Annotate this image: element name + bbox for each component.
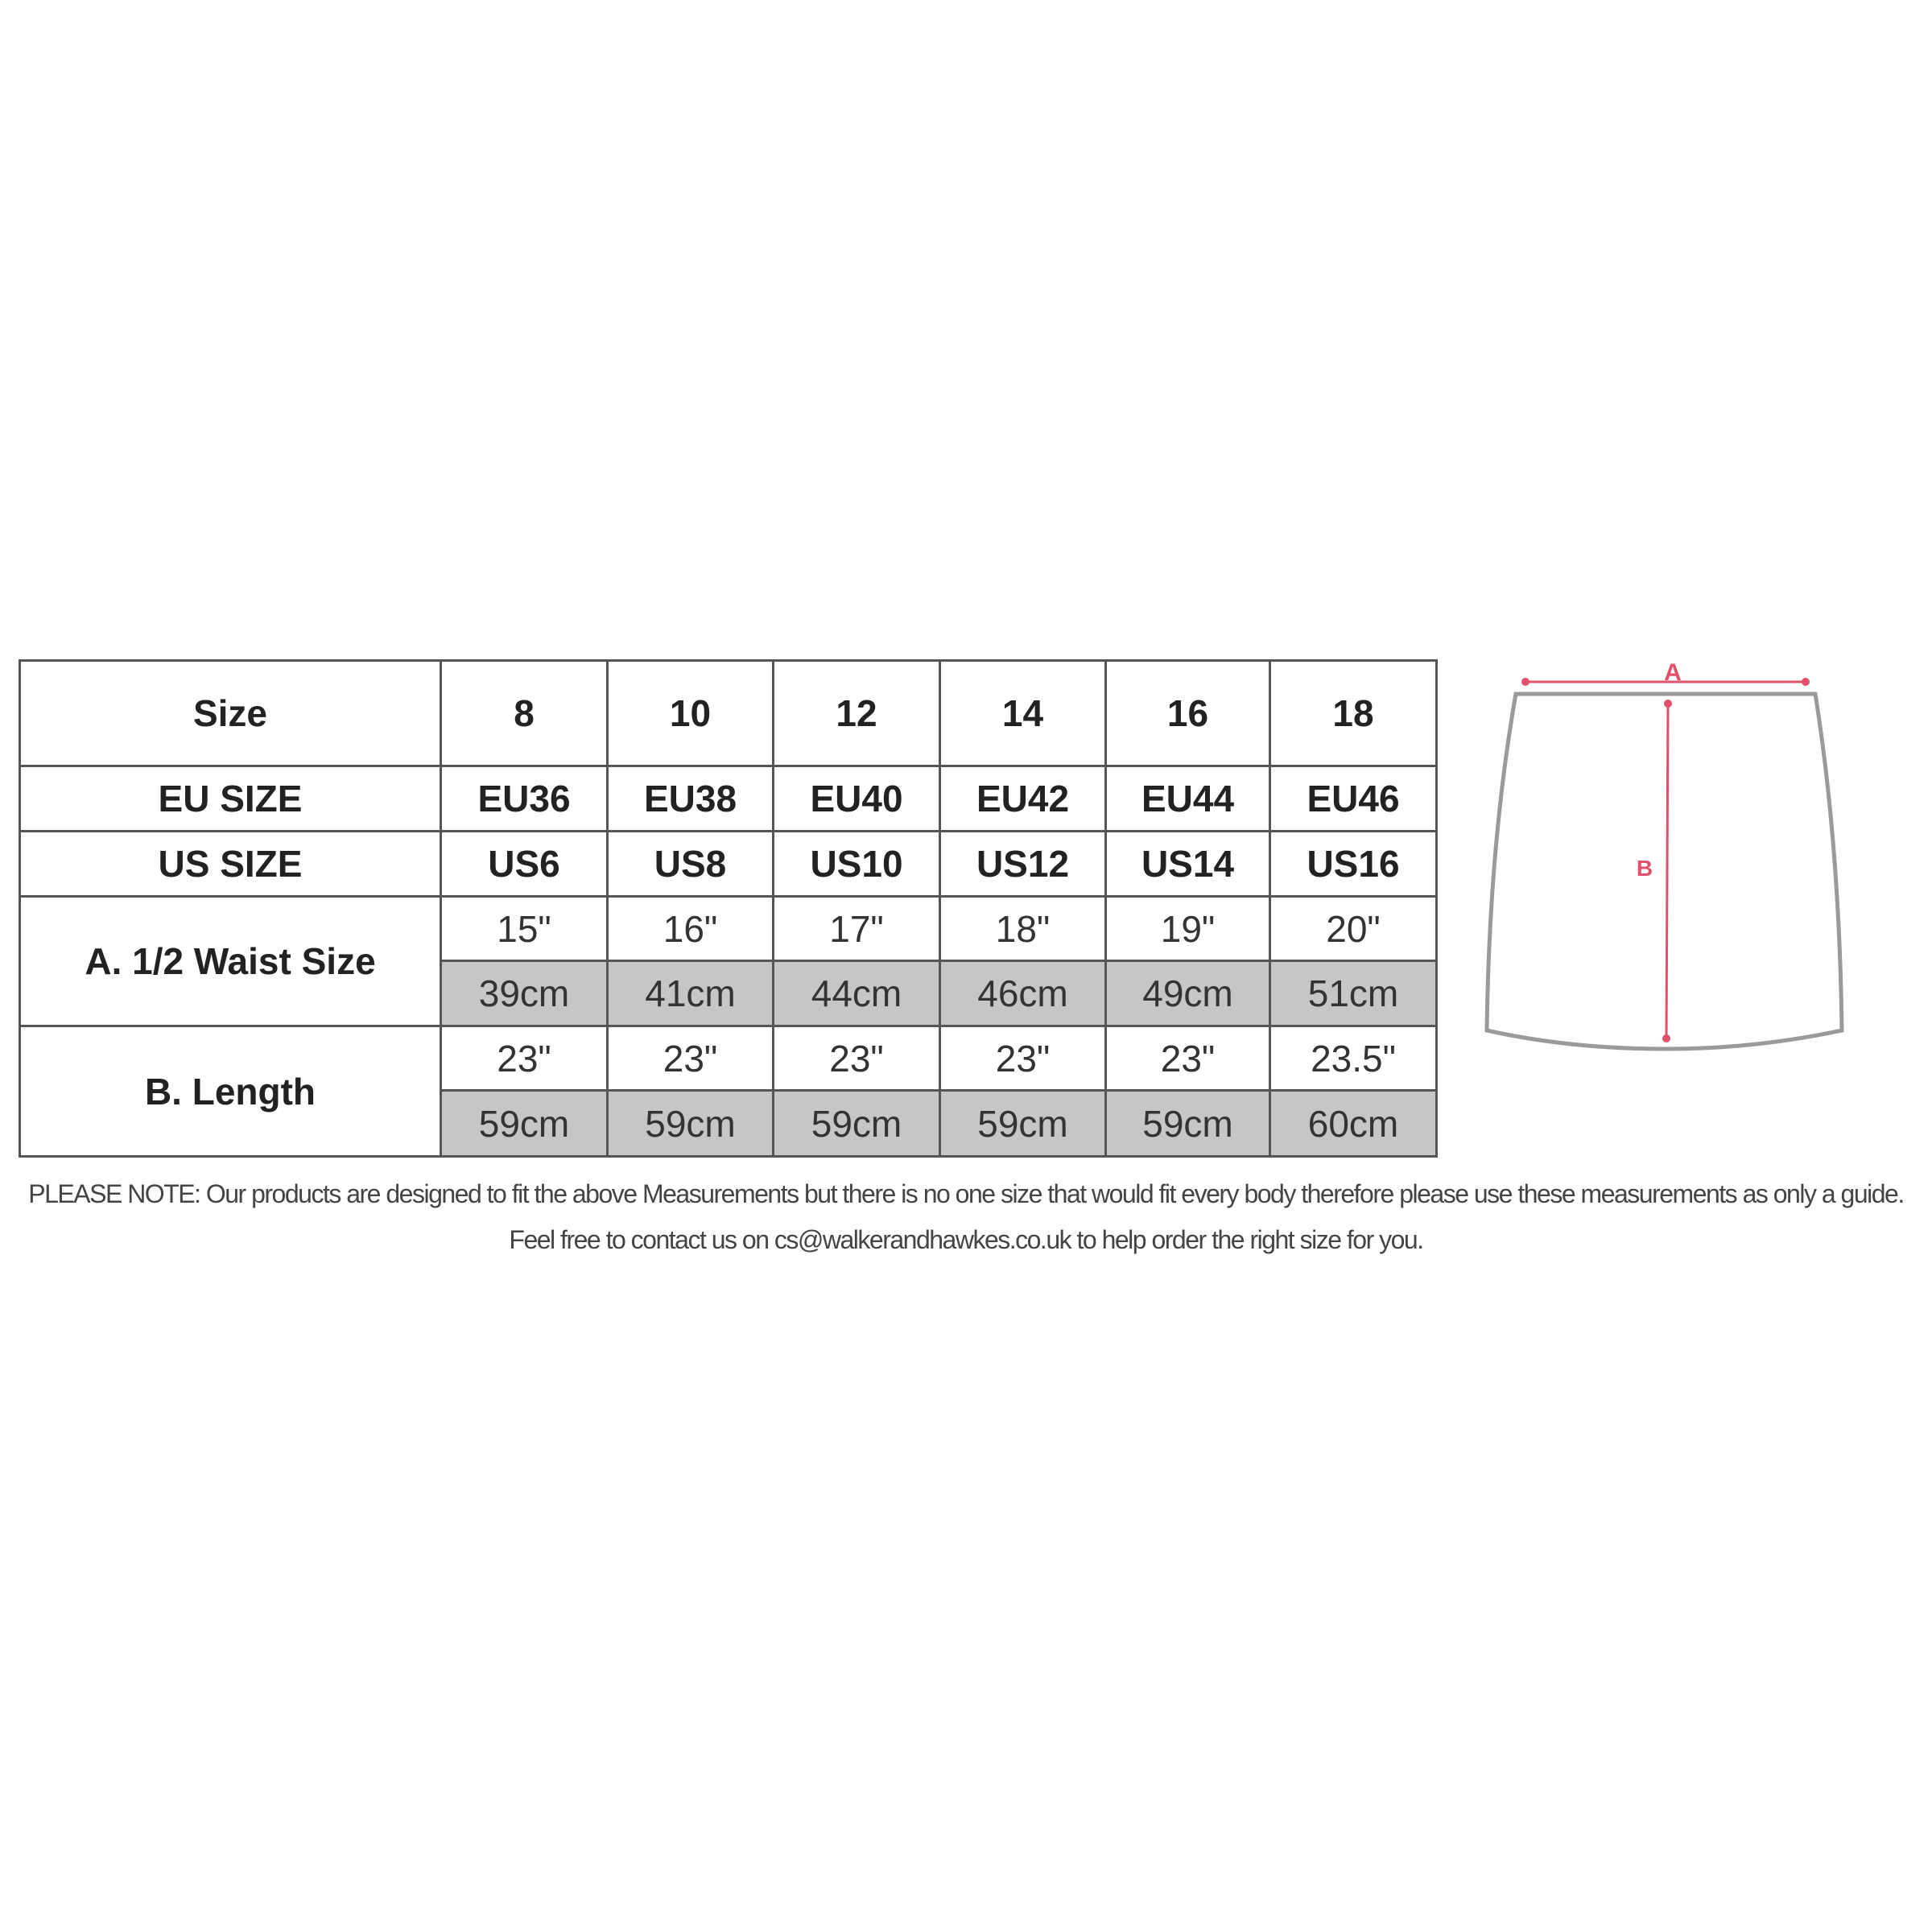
eu-cell: EU40 xyxy=(772,765,941,832)
eu-cell: EU42 xyxy=(939,765,1107,832)
us-cell: US8 xyxy=(606,830,774,898)
size-cell: 10 xyxy=(606,659,774,767)
length-cm-cell: 59cm xyxy=(606,1089,774,1158)
size-cell: 14 xyxy=(939,659,1107,767)
waist-cm-cell: 46cm xyxy=(939,960,1107,1027)
waist-cm-cell: 51cm xyxy=(1269,960,1438,1027)
waist-cm-row: 39cm 41cm 44cm 46cm 49cm 51cm xyxy=(20,960,1438,1027)
row-label: A. 1/2 Waist Size xyxy=(19,895,442,1027)
row-label: US SIZE xyxy=(19,830,442,898)
size-cell: 16 xyxy=(1104,659,1271,767)
waist-endpoint xyxy=(1521,678,1530,686)
eu-cell: EU44 xyxy=(1104,765,1271,832)
length-cm-row: 59cm 59cm 59cm 59cm 59cm 60cm xyxy=(20,1089,1438,1158)
size-cell: 12 xyxy=(772,659,941,767)
length-endpoint xyxy=(1662,1034,1670,1042)
label-a: A xyxy=(1664,659,1682,686)
waist-inch-cell: 15" xyxy=(440,895,609,962)
length-measure-line xyxy=(1665,703,1670,1039)
waist-inch-cell: 17" xyxy=(772,895,941,962)
waist-cm-cell: 39cm xyxy=(440,960,609,1027)
waist-inches-row: A. 1/2 Waist Size 15" 16" 17" 18" 19" 20… xyxy=(19,895,1438,1027)
waist-inch-cell: 18" xyxy=(939,895,1107,962)
please-note-text: PLEASE NOTE: Our products are designed t… xyxy=(28,1179,1905,1254)
waist-inch-cell: 19" xyxy=(1104,895,1271,962)
waist-cm-cell: 44cm xyxy=(772,960,941,1027)
waist-cm-cell: 41cm xyxy=(606,960,774,1027)
eu-cell: EU38 xyxy=(606,765,774,832)
size-row: Size 8 10 12 14 16 18 xyxy=(19,659,1438,767)
length-cm-cell: 59cm xyxy=(939,1089,1107,1158)
row-label: EU SIZE xyxy=(19,765,442,832)
length-inch-cell: 23" xyxy=(772,1025,941,1092)
length-cm-cell: 59cm xyxy=(772,1089,941,1158)
waist-endpoint xyxy=(1802,678,1810,686)
length-inch-cell: 23" xyxy=(939,1025,1107,1092)
length-inch-cell: 23" xyxy=(606,1025,774,1092)
us-size-row: US SIZE US6 US8 US10 US12 US14 US16 xyxy=(19,830,1438,898)
eu-size-row: EU SIZE EU36 EU38 EU40 EU42 EU44 EU46 xyxy=(19,765,1438,832)
us-cell: US10 xyxy=(772,830,941,898)
length-endpoint xyxy=(1664,700,1672,708)
skirt-outline xyxy=(1484,691,1844,1051)
eu-cell: EU36 xyxy=(440,765,609,832)
waist-inch-cell: 16" xyxy=(606,895,774,962)
size-cell: 8 xyxy=(440,659,609,767)
length-inch-cell: 23" xyxy=(1104,1025,1271,1092)
size-cell: 18 xyxy=(1269,659,1438,767)
row-label: B. Length xyxy=(19,1025,442,1158)
length-cm-cell: 59cm xyxy=(1104,1089,1271,1158)
measurement-lines xyxy=(1521,678,1810,1042)
label-b: B xyxy=(1637,856,1653,881)
row-label: Size xyxy=(19,659,442,767)
us-cell: US14 xyxy=(1104,830,1271,898)
waist-inch-cell: 20" xyxy=(1269,895,1438,962)
length-cm-cell: 59cm xyxy=(440,1089,609,1158)
us-cell: US16 xyxy=(1269,830,1438,898)
length-inches-row: B. Length 23" 23" 23" 23" 23" 23.5" xyxy=(19,1025,1438,1158)
size-chart-table: Size 8 10 12 14 16 18 EU SIZE EU36 EU38 … xyxy=(19,659,1438,1158)
length-cm-cell: 60cm xyxy=(1269,1089,1438,1158)
waist-cm-cell: 49cm xyxy=(1104,960,1271,1027)
us-cell: US6 xyxy=(440,830,609,898)
length-inch-cell: 23.5" xyxy=(1269,1025,1438,1092)
length-inch-cell: 23" xyxy=(440,1025,609,1092)
us-cell: US12 xyxy=(939,830,1107,898)
eu-cell: EU46 xyxy=(1269,765,1438,832)
